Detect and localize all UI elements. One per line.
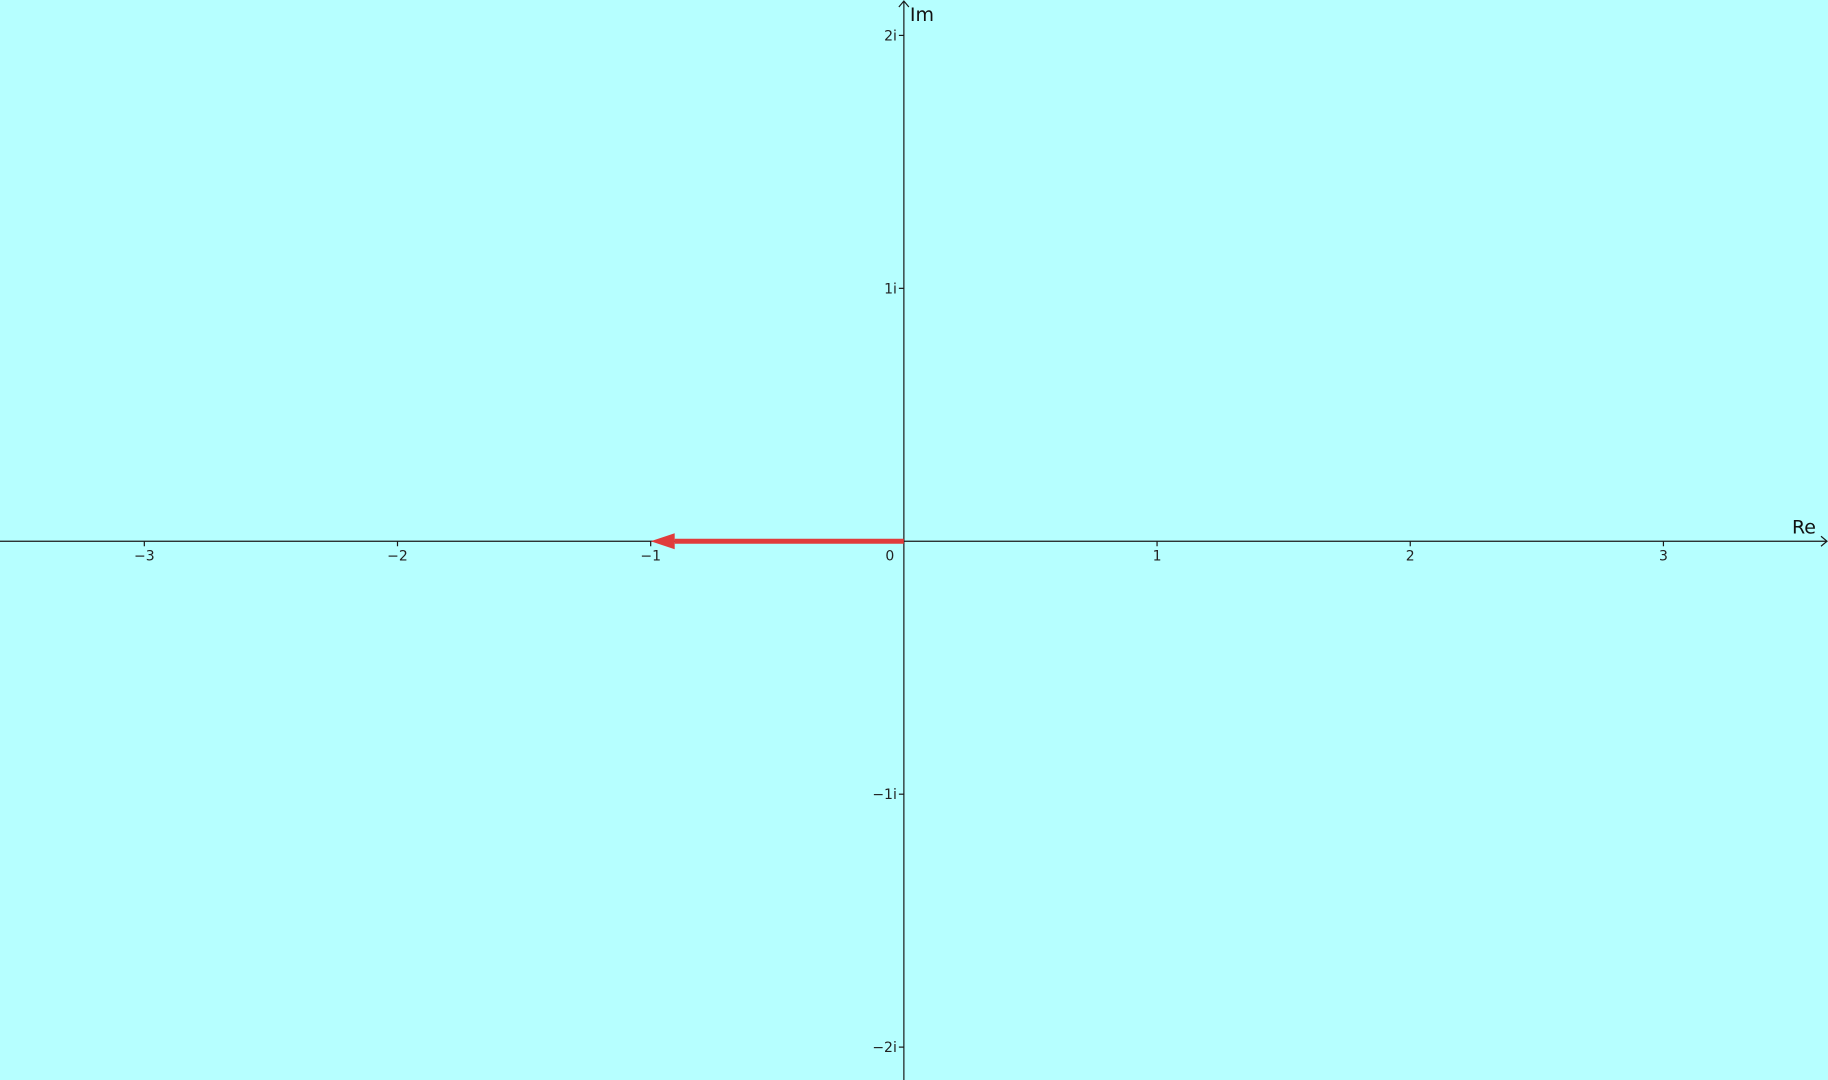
x-tick-label: −1 <box>640 548 661 564</box>
real-axis-ticks: −3 −2 −1 1 2 3 <box>134 541 1668 564</box>
origin-label: 0 <box>885 548 894 564</box>
vector <box>650 533 904 550</box>
x-tick-label: −2 <box>387 548 408 564</box>
x-tick-label: −3 <box>134 548 155 564</box>
y-tick-label: −2i <box>872 1040 897 1056</box>
real-axis-arrowhead <box>1820 535 1828 547</box>
x-tick-label: 2 <box>1406 548 1415 564</box>
x-tick-label: 1 <box>1153 548 1162 564</box>
imaginary-axis-label: Im <box>910 4 934 26</box>
y-tick-label: 2i <box>884 28 897 44</box>
y-tick-label: −1i <box>872 787 897 803</box>
imaginary-axis-arrowhead <box>898 0 910 8</box>
vector-arrowhead <box>650 533 675 550</box>
real-axis-label: Re <box>1792 516 1816 538</box>
x-tick-label: 3 <box>1659 548 1668 564</box>
y-tick-label: 1i <box>884 281 897 297</box>
imaginary-axis-ticks: 2i 1i −1i −2i <box>872 28 904 1056</box>
